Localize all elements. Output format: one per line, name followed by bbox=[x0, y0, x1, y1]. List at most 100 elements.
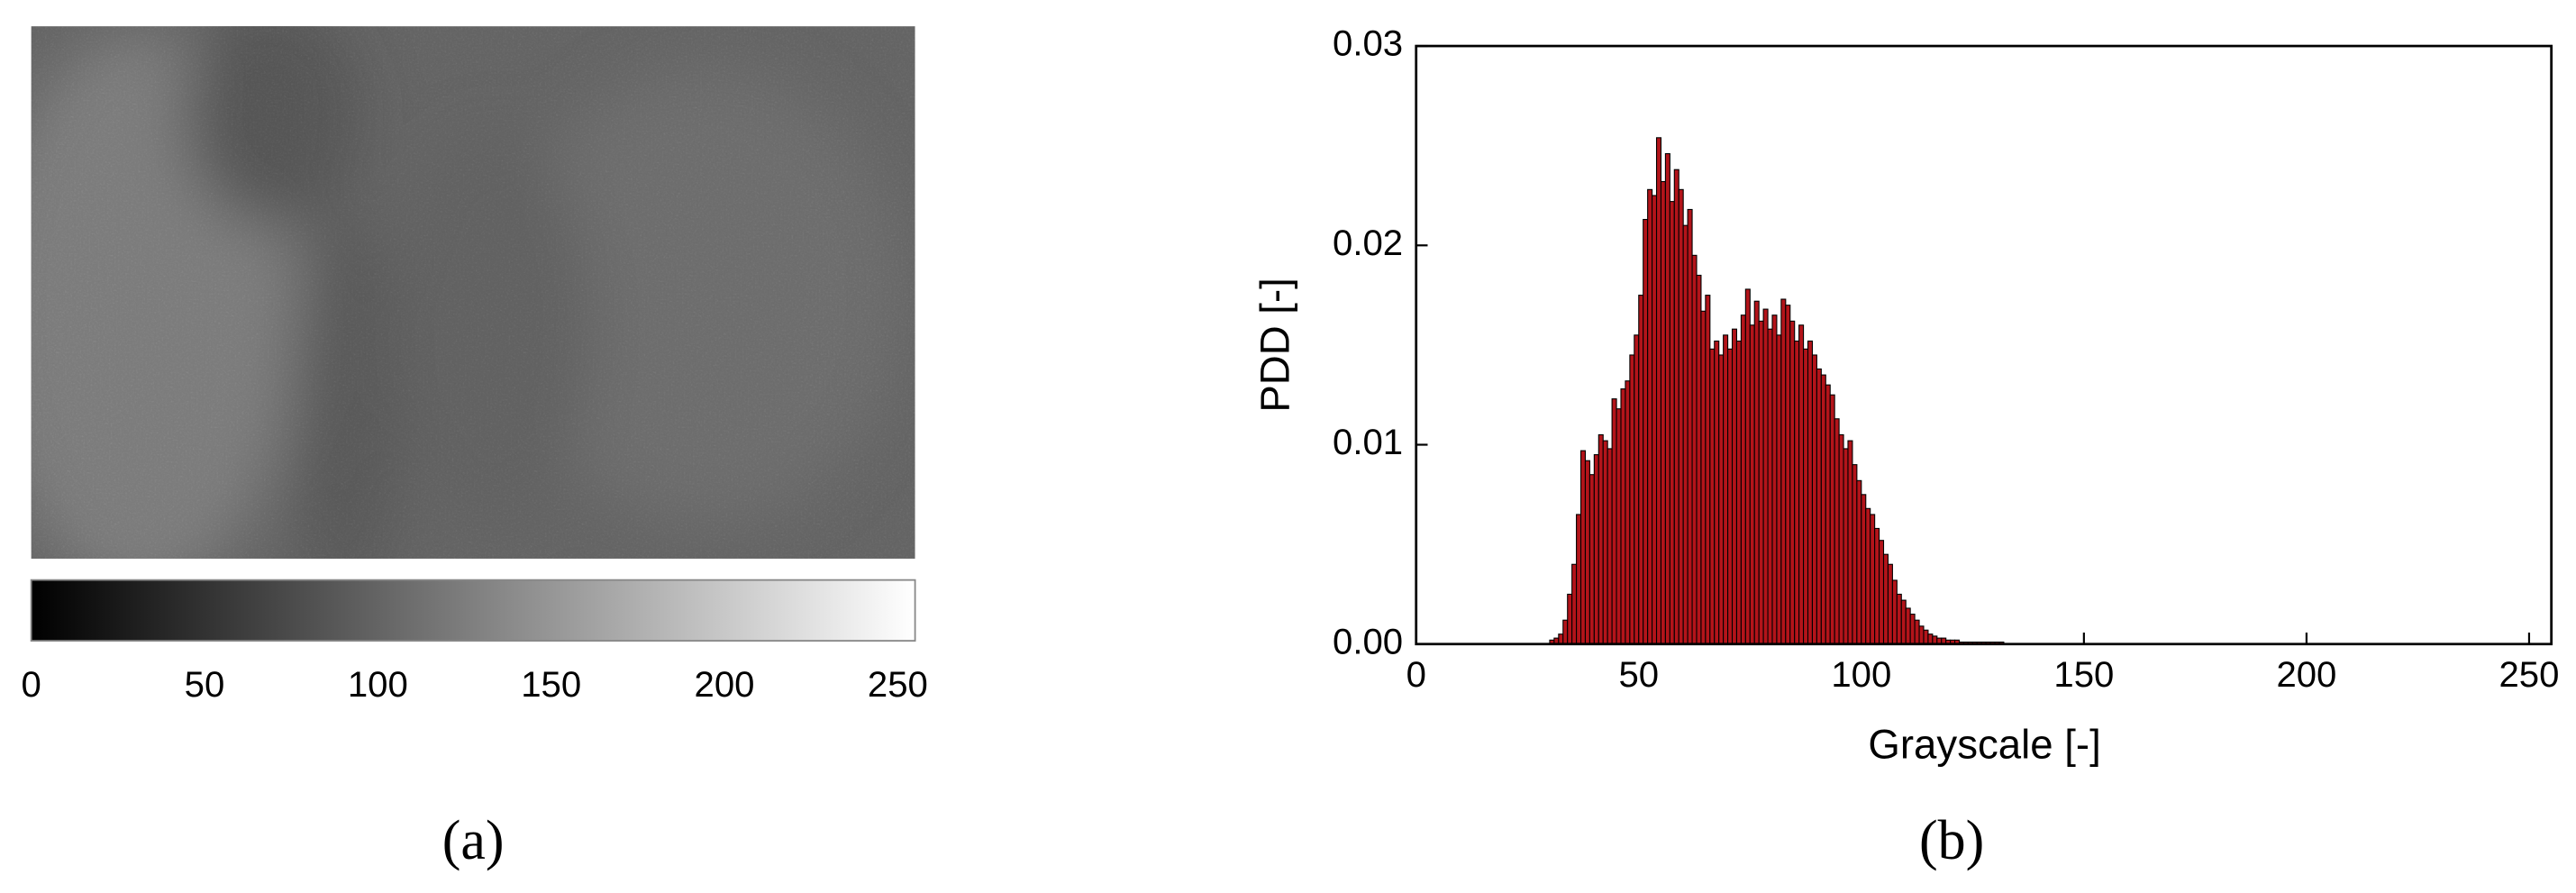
bar bbox=[1718, 354, 1725, 645]
plot-frame bbox=[1415, 44, 2553, 646]
bar bbox=[1798, 324, 1805, 645]
bar bbox=[1900, 599, 1907, 645]
bar bbox=[1740, 314, 1746, 645]
bar bbox=[1731, 328, 1738, 645]
bar bbox=[1794, 340, 1800, 645]
bar bbox=[1847, 440, 1853, 645]
bar bbox=[1758, 320, 1764, 645]
bar bbox=[1700, 310, 1707, 645]
bar bbox=[1891, 579, 1898, 645]
bar bbox=[1638, 295, 1644, 645]
bar bbox=[1616, 408, 1622, 645]
bar bbox=[1643, 218, 1649, 645]
panel-label: (a) bbox=[442, 810, 505, 871]
y-axis-label: PDD [-] bbox=[1252, 278, 1298, 412]
bar bbox=[1673, 169, 1679, 645]
y-tick-label: 0.02 bbox=[1333, 223, 1403, 263]
bar bbox=[1727, 348, 1734, 645]
bar bbox=[1576, 514, 1582, 645]
bar bbox=[1838, 433, 1844, 645]
bar bbox=[1811, 354, 1817, 645]
bar bbox=[1705, 295, 1711, 645]
bar bbox=[1611, 398, 1617, 645]
bar bbox=[1558, 633, 1564, 645]
bar bbox=[1584, 460, 1590, 645]
bar bbox=[1723, 334, 1729, 645]
bar bbox=[1829, 394, 1835, 645]
colorbar-tick-label: 200 bbox=[695, 665, 755, 705]
colorbar-tick-label: 100 bbox=[348, 665, 408, 705]
bar bbox=[1753, 300, 1760, 645]
bar bbox=[1887, 563, 1893, 645]
bar bbox=[1567, 593, 1573, 645]
bar bbox=[1714, 340, 1720, 645]
x-tick-label: 150 bbox=[2053, 655, 2114, 695]
bar bbox=[1861, 494, 1867, 645]
x-tick-label: 50 bbox=[1618, 655, 1659, 695]
bar bbox=[1905, 607, 1911, 645]
x-axis-label: Grayscale [-] bbox=[1868, 722, 2100, 768]
y-tick-label: 0.03 bbox=[1333, 24, 1403, 64]
colorbar-tick-label: 150 bbox=[521, 665, 581, 705]
bar bbox=[1780, 298, 1787, 645]
bar bbox=[1625, 380, 1631, 645]
bar bbox=[1834, 418, 1840, 645]
bar bbox=[1682, 224, 1689, 645]
bar bbox=[1896, 593, 1902, 645]
bar bbox=[1816, 368, 1822, 645]
bar bbox=[1629, 354, 1635, 645]
bar bbox=[1709, 348, 1716, 645]
bar bbox=[1914, 619, 1920, 645]
bar bbox=[1634, 334, 1640, 645]
bar bbox=[1771, 314, 1778, 645]
bar bbox=[1562, 619, 1569, 645]
bar bbox=[1882, 553, 1889, 645]
bar bbox=[1660, 180, 1666, 645]
bar bbox=[1588, 474, 1595, 645]
bar bbox=[1620, 388, 1626, 645]
bar bbox=[1803, 348, 1809, 645]
bar bbox=[1579, 450, 1587, 645]
bar bbox=[1687, 208, 1693, 645]
bar bbox=[1856, 479, 1862, 645]
bar bbox=[1807, 340, 1814, 645]
bar bbox=[1918, 625, 1925, 645]
bar bbox=[1647, 188, 1653, 645]
colorbar-tick-label: 250 bbox=[868, 665, 928, 705]
bar bbox=[1909, 614, 1916, 645]
bar bbox=[1602, 440, 1608, 645]
bar bbox=[1776, 334, 1782, 645]
bar bbox=[1825, 384, 1831, 645]
bar bbox=[1607, 448, 1613, 645]
bar bbox=[1655, 137, 1662, 645]
x-tick-label: 0 bbox=[1406, 655, 1426, 695]
bar bbox=[1669, 201, 1675, 645]
bar bbox=[1879, 540, 1885, 645]
bar bbox=[1593, 454, 1599, 645]
bar bbox=[1927, 633, 1934, 645]
bar bbox=[1865, 507, 1871, 645]
bar bbox=[1870, 514, 1876, 645]
x-tick-label: 250 bbox=[2499, 655, 2559, 695]
bar bbox=[1749, 324, 1755, 645]
bar bbox=[1597, 433, 1604, 645]
bar bbox=[1820, 374, 1826, 645]
bar bbox=[1874, 527, 1880, 645]
colorbar-tick-label: 0 bbox=[21, 665, 41, 705]
bar bbox=[1664, 152, 1670, 645]
bar bbox=[1678, 188, 1684, 645]
bar bbox=[1789, 320, 1796, 645]
sample-image bbox=[31, 26, 915, 559]
y-tick-label: 0.01 bbox=[1333, 423, 1403, 462]
x-tick-label: 200 bbox=[2276, 655, 2336, 695]
bar bbox=[1571, 563, 1578, 645]
colorbar-tick-label: 50 bbox=[185, 665, 225, 705]
bar bbox=[1691, 254, 1698, 645]
y-tick-label: 0.00 bbox=[1333, 622, 1403, 661]
bar bbox=[1696, 274, 1702, 645]
bar bbox=[1735, 340, 1742, 645]
bar bbox=[1744, 288, 1751, 645]
bar bbox=[1767, 328, 1773, 645]
bar bbox=[1652, 195, 1658, 645]
